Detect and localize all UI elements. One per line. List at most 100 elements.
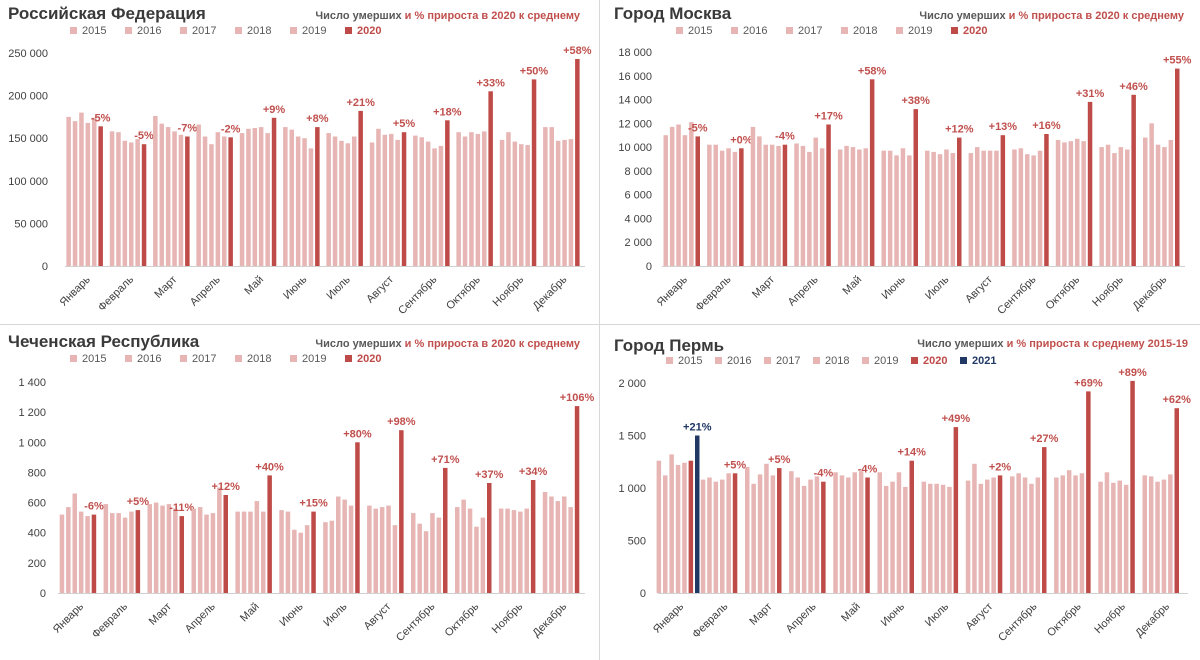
bar-2018 xyxy=(562,139,567,266)
legend-item: 2018 xyxy=(235,353,271,365)
data-label: -2% xyxy=(221,123,241,135)
bar-2017 xyxy=(423,531,429,593)
bar-2015 xyxy=(833,472,838,594)
bar-2020 xyxy=(443,467,448,593)
legend-item: 2016 xyxy=(731,25,767,37)
bar-2016 xyxy=(1104,472,1110,594)
bar-2017 xyxy=(1112,153,1117,266)
bar-2015 xyxy=(1098,481,1103,593)
bar-2016 xyxy=(549,496,554,593)
data-label: -4% xyxy=(858,464,878,476)
bar-2017 xyxy=(555,501,561,593)
x-tick-label: Февраль xyxy=(90,600,130,640)
bar-2015 xyxy=(413,135,418,266)
bar-2017 xyxy=(1155,144,1161,266)
bar-2015 xyxy=(1099,147,1104,266)
bar-2016 xyxy=(707,477,712,593)
legend-swatch xyxy=(676,27,683,34)
y-tick-label: 0 xyxy=(42,261,48,273)
bar-2019 xyxy=(1123,484,1129,593)
subtitle-part2: и % прироста в 2020 к среднему xyxy=(401,338,580,350)
bar-2017 xyxy=(713,481,719,593)
x-tick-label: Декабрь xyxy=(1131,273,1170,312)
y-tick-label: 200 000 xyxy=(8,91,48,103)
legend-swatch xyxy=(70,27,77,34)
data-label: +34% xyxy=(519,466,548,478)
y-tick-label: 1 000 xyxy=(18,437,46,449)
bar-2020 xyxy=(1175,68,1180,266)
bar-2018 xyxy=(1031,155,1036,266)
bar-2019 xyxy=(770,475,776,593)
legend-label: 2016 xyxy=(137,25,161,37)
data-label: +12% xyxy=(211,481,240,493)
bar-2016 xyxy=(461,499,466,593)
legend-label: 2019 xyxy=(302,25,326,37)
panel-subtitle: Число умерших и % прироста к среднему 20… xyxy=(917,338,1188,350)
bar-2015 xyxy=(283,127,288,266)
bar-2015 xyxy=(921,481,927,593)
x-tick-label: Январь xyxy=(58,273,93,308)
legend-label: 2020 xyxy=(923,355,947,367)
data-label: +58% xyxy=(858,65,887,77)
bar-2020 xyxy=(782,144,788,266)
x-tick-label: Июль xyxy=(923,273,952,302)
bar-2017 xyxy=(1111,482,1116,594)
bar-2015 xyxy=(367,505,372,593)
bar-2020 xyxy=(909,460,914,593)
subtitle-part2: и % прироста в 2020 к среднему xyxy=(1005,10,1184,22)
y-tick-label: 0 xyxy=(640,588,646,600)
bar-2015 xyxy=(542,492,548,593)
bar-2017 xyxy=(382,134,388,266)
data-label: +31% xyxy=(1076,88,1105,100)
bar-2020 xyxy=(739,148,744,266)
data-label: +5% xyxy=(768,454,791,466)
y-tick-label: 12 000 xyxy=(618,118,652,130)
bar-2016 xyxy=(246,128,251,266)
bar-2015 xyxy=(103,504,109,593)
bar-2017 xyxy=(248,511,253,593)
bar-2019 xyxy=(1168,140,1174,266)
x-tick-label: Январь xyxy=(51,600,86,635)
x-tick-label: Август xyxy=(963,601,995,633)
bar-2020 xyxy=(445,120,450,266)
bar-2017 xyxy=(295,136,301,266)
legend-item: 2017 xyxy=(764,355,800,367)
legend-item: 2019 xyxy=(290,353,326,365)
bar-2016 xyxy=(1018,148,1024,266)
bar-2017 xyxy=(978,483,984,593)
legend-label: 2016 xyxy=(743,25,767,37)
bar-2019 xyxy=(903,486,908,593)
bar-2015 xyxy=(968,153,974,266)
x-tick-label: Июнь xyxy=(277,600,305,628)
bar-2019 xyxy=(308,148,314,266)
bar-2016 xyxy=(419,137,424,266)
legend-swatch xyxy=(345,355,352,362)
bar-2016 xyxy=(110,513,115,593)
x-tick-label: Август xyxy=(362,601,394,633)
legend-item: 2021 xyxy=(960,355,996,367)
bar-2015 xyxy=(196,124,201,266)
y-tick-label: 6 000 xyxy=(624,190,652,202)
data-label: +21% xyxy=(346,97,375,109)
chart-moscow: 2015 2016 2017 2018 2019 2020 0 2 000 4 000 6 000… xyxy=(618,25,1191,317)
legend-label: 2017 xyxy=(798,25,822,37)
legend-swatch xyxy=(666,357,673,364)
bar-2015 xyxy=(411,513,416,593)
x-tick-label: Август xyxy=(364,274,396,306)
legend-label: 2018 xyxy=(825,355,849,367)
bar-2016 xyxy=(931,151,936,266)
bar-2017 xyxy=(981,150,986,266)
bar-2016 xyxy=(241,511,247,593)
bar-2016 xyxy=(1105,144,1111,266)
bar-2018 xyxy=(682,135,688,266)
bar-2017 xyxy=(379,507,385,593)
bar-2020 xyxy=(1000,135,1006,266)
x-tick-label: Сентябрь xyxy=(996,600,1040,644)
bar-2018 xyxy=(1161,479,1167,593)
data-label: +89% xyxy=(1118,367,1147,379)
legend-swatch xyxy=(862,357,869,364)
bar-2018 xyxy=(940,484,946,593)
bar-2017 xyxy=(850,147,856,266)
bar-2019 xyxy=(480,517,486,593)
panel-moscow: Город Москва Число умерших и % прироста … xyxy=(600,0,1200,330)
